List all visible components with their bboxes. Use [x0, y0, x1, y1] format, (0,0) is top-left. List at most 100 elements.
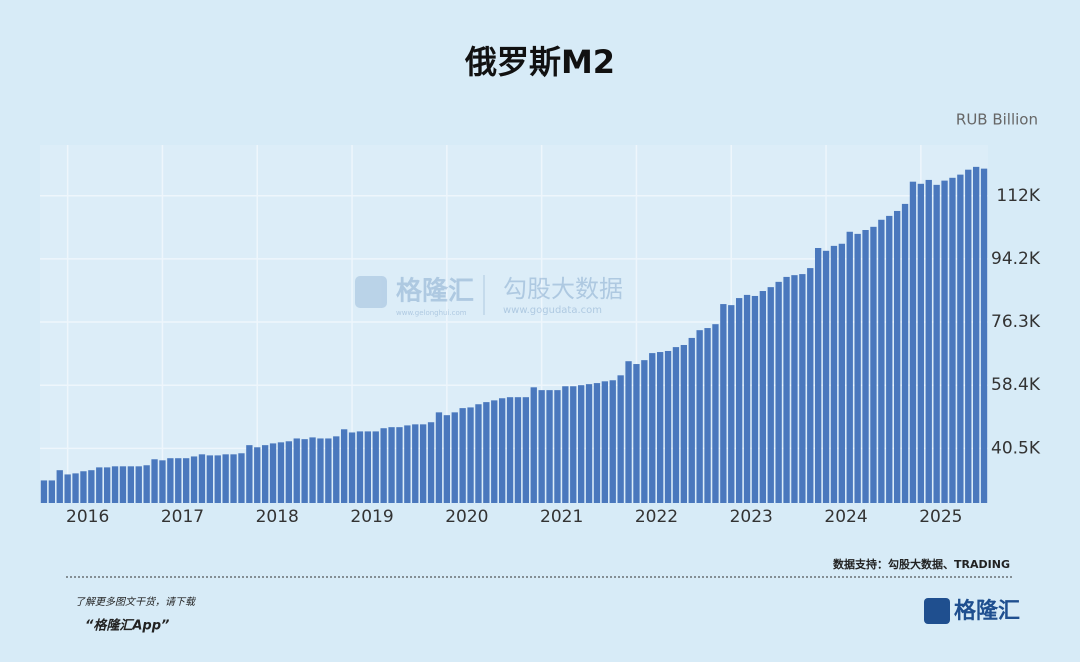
bar: [870, 226, 877, 504]
bar: [467, 407, 474, 503]
bar: [886, 215, 893, 503]
bar: [396, 427, 403, 503]
bar: [412, 424, 419, 503]
bar: [498, 398, 506, 503]
footer-app: “格隆汇App”: [85, 618, 169, 634]
bar: [285, 441, 293, 503]
bar: [546, 390, 553, 503]
bar: [783, 276, 790, 503]
watermark-brand-url: www.gelonghui.com: [396, 309, 467, 317]
bar: [720, 304, 727, 503]
bar: [791, 275, 798, 503]
y-tick-label: 76.3K: [991, 312, 1041, 332]
bar: [649, 353, 656, 503]
bar: [941, 180, 948, 503]
bar: [909, 181, 917, 504]
bar: [206, 455, 214, 503]
x-tick-label: 2022: [635, 507, 678, 527]
bar: [388, 427, 395, 503]
x-tick-label: 2021: [540, 507, 583, 527]
bar: [656, 352, 664, 503]
bar: [96, 467, 103, 503]
bar: [593, 383, 601, 503]
y-tick-label: 94.2K: [991, 249, 1041, 269]
labels: 40.5K 58.4K 76.3K 94.2K 112K 2016 2017 2018 2019…: [66, 186, 1041, 527]
bar: [348, 432, 356, 503]
bar: [64, 474, 71, 503]
bar: [246, 445, 253, 503]
bar: [965, 169, 972, 504]
bar: [846, 231, 853, 503]
bar: [88, 470, 95, 503]
bar: [380, 428, 387, 503]
bar: [135, 466, 142, 503]
bar: [728, 305, 735, 503]
bar: [119, 466, 127, 503]
bar: [506, 397, 514, 503]
bar: [577, 385, 585, 503]
logo-text: 格隆汇: [954, 598, 1020, 624]
bar: [269, 443, 277, 503]
bar: [522, 397, 530, 503]
bar: [562, 386, 569, 503]
bar: [633, 364, 640, 503]
bar: [980, 168, 988, 503]
bar: [254, 447, 261, 503]
y-tick-label: 40.5K: [991, 438, 1041, 458]
bar: [514, 397, 522, 503]
bar: [751, 295, 759, 503]
bar: [80, 471, 87, 503]
bar: [127, 466, 135, 503]
chart-title: 俄罗斯M2: [464, 43, 615, 81]
bar: [688, 337, 695, 503]
bars: [40, 166, 988, 504]
bar: [625, 361, 632, 503]
bar: [151, 459, 158, 503]
bar: [72, 473, 79, 503]
footer-note: 了解更多图文干货，请下载: [75, 596, 197, 608]
bar: [325, 438, 332, 503]
bar: [443, 415, 451, 503]
bar: [419, 424, 427, 503]
watermark-partner: 勾股大数据: [503, 275, 623, 303]
bar: [743, 294, 751, 503]
bar: [404, 425, 411, 503]
bar: [672, 347, 680, 503]
watermark: 格隆汇 www.gelonghui.com 勾股大数据 www.gogudata…: [355, 275, 623, 317]
bar: [182, 458, 190, 503]
bar: [799, 274, 806, 503]
bar: [230, 454, 237, 503]
bar: [601, 381, 609, 503]
y-tick-label: 58.4K: [991, 375, 1041, 395]
bar: [451, 412, 458, 503]
bar: [167, 458, 174, 503]
bar: [111, 466, 119, 503]
bar: [570, 386, 577, 503]
source: 数据支持：勾股大数据、TRADING: [833, 557, 1010, 571]
bar: [901, 203, 909, 503]
bar: [159, 460, 166, 503]
bar: [712, 324, 719, 503]
bar: [925, 179, 932, 504]
bar: [309, 437, 316, 503]
bar: [696, 330, 703, 503]
bar: [767, 287, 774, 503]
logo-icon: [924, 598, 950, 624]
bar: [214, 455, 221, 503]
bar: [372, 431, 379, 503]
bar: [364, 431, 372, 503]
bar: [680, 344, 688, 503]
x-tick-label: 2019: [350, 507, 393, 527]
plot-area: [40, 145, 988, 503]
bar: [333, 436, 340, 503]
bar: [814, 247, 822, 503]
bar: [459, 408, 466, 503]
bar: [293, 438, 300, 503]
bar: [957, 174, 964, 504]
bar: [538, 390, 545, 503]
bar: [427, 422, 435, 503]
bar: [175, 458, 182, 503]
bar: [972, 166, 980, 503]
bar: [301, 439, 308, 503]
